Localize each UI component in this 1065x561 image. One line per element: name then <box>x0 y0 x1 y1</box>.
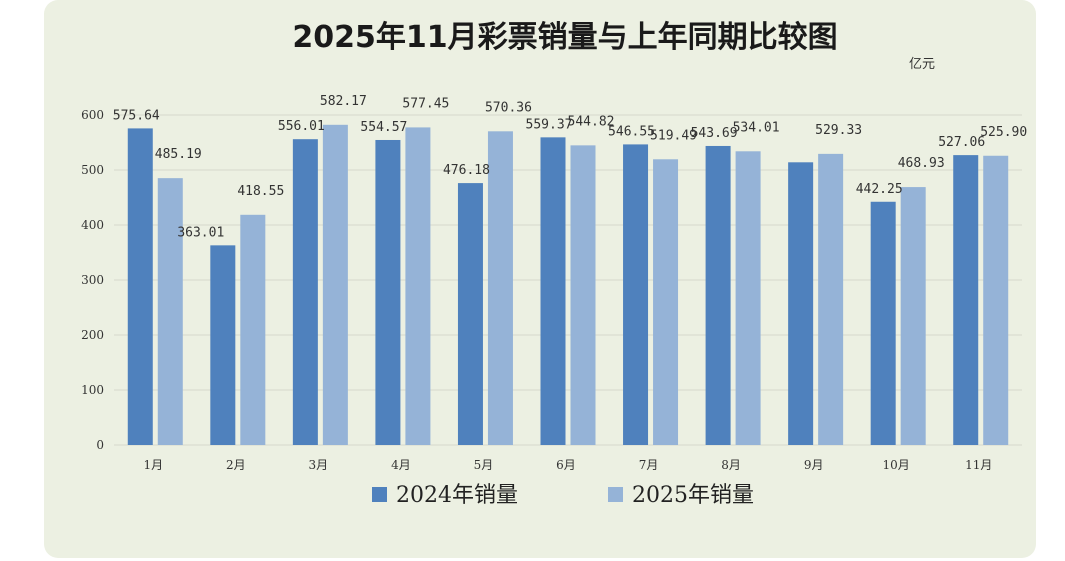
unit-label: 亿元 <box>909 57 935 72</box>
data-label: 554.57 <box>360 120 407 135</box>
bar-2025 <box>735 151 761 445</box>
x-tick-label: 10月 <box>883 458 910 472</box>
data-label: 556.01 <box>278 119 325 134</box>
x-tick-label: 7月 <box>639 458 659 472</box>
y-tick-label: 300 <box>81 273 104 287</box>
bar-2025 <box>900 187 926 445</box>
bar-2024 <box>292 139 318 445</box>
bar-2024 <box>870 201 896 445</box>
x-tick-label: 11月 <box>965 458 992 472</box>
data-label: 570.36 <box>485 100 532 115</box>
data-label: 485.19 <box>155 147 202 162</box>
legend-swatch <box>372 487 387 502</box>
data-label: 575.64 <box>113 108 160 123</box>
x-tick-label: 4月 <box>391 458 411 472</box>
bar-2025 <box>983 155 1009 445</box>
data-label: 582.17 <box>320 94 367 109</box>
bar-2025 <box>570 145 596 445</box>
chart-card <box>44 0 1036 558</box>
x-axis-ticks: 1月 2月 3月 4月 5月 6月 7月 8月 9月 10月 11月 <box>143 458 992 472</box>
data-label: 534.01 <box>733 120 780 135</box>
bar-2025 <box>818 153 844 445</box>
bar-2024 <box>457 183 483 445</box>
x-tick-label: 1月 <box>143 458 163 472</box>
data-label: 363.01 <box>177 225 224 240</box>
x-tick-label: 2月 <box>226 458 246 472</box>
y-tick-label: 400 <box>81 218 104 232</box>
x-tick-label: 3月 <box>309 458 329 472</box>
data-label: 442.25 <box>856 182 903 197</box>
bar-2024 <box>210 245 236 445</box>
y-tick-label: 500 <box>81 163 104 177</box>
y-tick-label: 0 <box>96 438 104 452</box>
chart-title: 2025年11月彩票销量与上年同期比较图 <box>292 20 837 55</box>
y-axis-ticks: 0 100 200 300 400 500 600 <box>81 108 104 452</box>
y-tick-label: 200 <box>81 328 104 342</box>
x-tick-label: 9月 <box>804 458 824 472</box>
data-label: 577.45 <box>402 96 449 111</box>
x-tick-label: 8月 <box>721 458 741 472</box>
legend: 2024年销量 2025年销量 <box>372 483 754 508</box>
bars <box>127 124 1009 446</box>
gridlines <box>114 114 1022 446</box>
data-label: 529.33 <box>815 123 862 138</box>
bar-2024 <box>540 137 566 445</box>
legend-label: 2025年销量 <box>632 483 754 508</box>
legend-label: 2024年销量 <box>396 483 518 508</box>
data-label: 418.55 <box>237 184 284 199</box>
bar-2024 <box>375 139 401 445</box>
data-label: 559.37 <box>526 117 573 132</box>
data-label: 519.49 <box>650 128 697 143</box>
bar-2024 <box>788 162 814 446</box>
data-labels: 575.64 485.19 363.01 418.55 556.01 582.17 554.… <box>113 94 1027 241</box>
data-label: 525.90 <box>980 125 1027 140</box>
bar-2025 <box>322 124 348 445</box>
bar-2024 <box>953 155 979 445</box>
x-tick-label: 6月 <box>556 458 576 472</box>
bar-2025 <box>240 214 266 445</box>
legend-swatch <box>608 487 623 502</box>
data-label: 546.55 <box>608 124 655 139</box>
data-label: 544.82 <box>568 114 615 129</box>
y-tick-label: 100 <box>81 383 104 397</box>
bar-2024 <box>623 144 649 445</box>
bar-2024 <box>127 128 153 445</box>
bar-2025 <box>157 178 183 445</box>
bar-2025 <box>487 131 513 445</box>
bar-2025 <box>405 127 431 445</box>
x-tick-label: 5月 <box>474 458 494 472</box>
data-label: 527.06 <box>938 135 985 150</box>
bar-2024 <box>705 145 731 445</box>
data-label: 543.69 <box>691 126 738 141</box>
y-tick-label: 600 <box>81 108 104 122</box>
data-label: 468.93 <box>898 156 945 171</box>
bar-2025 <box>653 159 679 445</box>
data-label: 476.18 <box>443 163 490 178</box>
